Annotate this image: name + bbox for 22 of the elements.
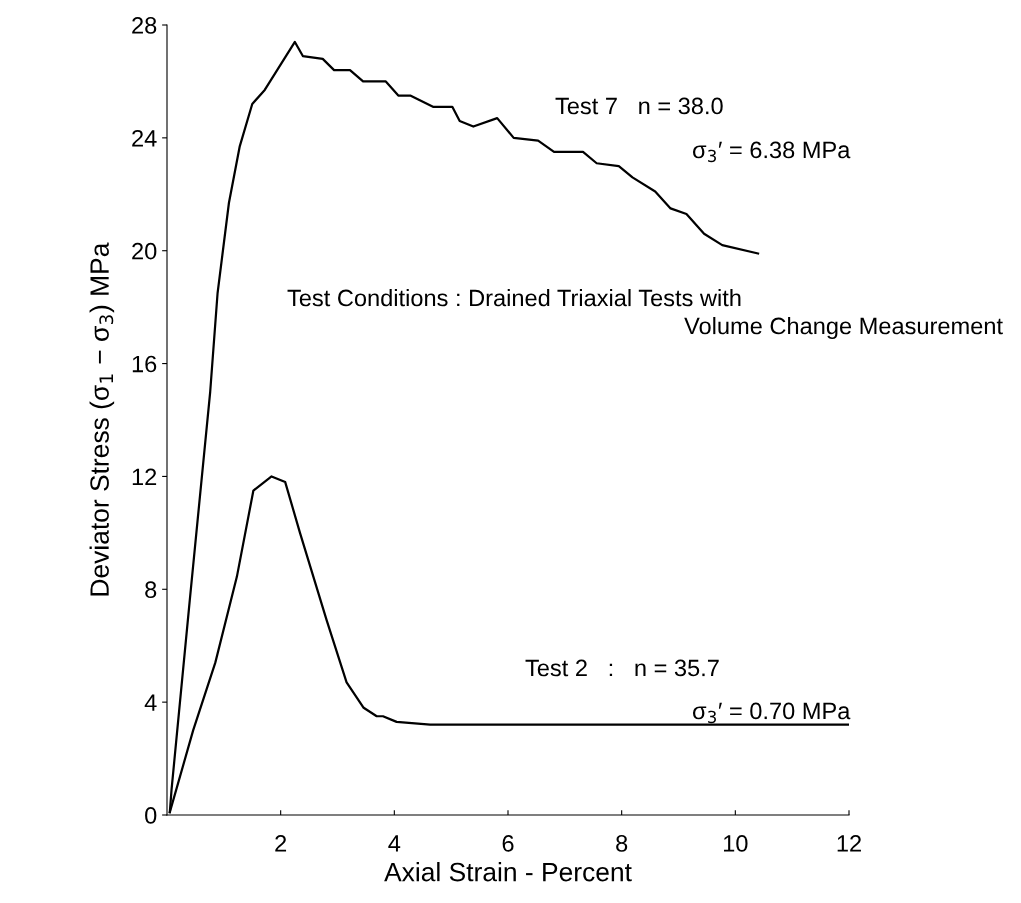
annotation: Volume Change Measurement [684,317,1003,340]
annotation: Test 7 n = 38.0 [555,97,723,115]
y-tick-label: 16 [132,355,157,373]
y-tick-label: 20 [132,242,157,260]
y-tick-label: 0 [145,807,157,824]
y-tick-label: 24 [132,129,157,147]
annotation: Test 2 : n = 35.7 [525,659,719,677]
y-tick-label: 28 [132,17,157,34]
x-tick-label: 8 [616,835,628,852]
x-tick-label: 6 [502,835,514,852]
x-axis-title: Axial Strain - Percent [384,862,632,882]
y-axis-title: Deviator Stress (σ$_{1}$ − σ$_{3}$) MPa [89,242,115,596]
y-tick-label: 8 [145,581,157,599]
x-tick-label: 12 [837,835,861,852]
x-tick-label: 10 [724,835,748,852]
annotation: σ$_{3}$′ = 0.70 MPa [692,702,851,724]
y-tick-label: 4 [144,694,157,711]
annotation: Test Conditions : Drained Triaxial Tests with [287,289,741,307]
y-tick-label: 12 [132,468,157,485]
x-tick-label: 4 [388,835,401,852]
annotation: σ$_{3}$′ = 6.38 MPa [692,141,851,163]
x-tick-label: 2 [275,835,287,852]
